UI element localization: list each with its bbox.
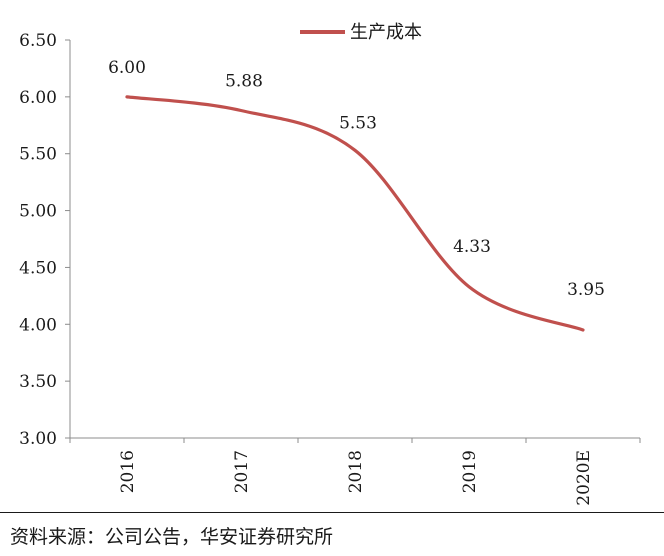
x-tick-label: 2020E [574, 450, 594, 506]
y-axis: 6.50 6.00 5.50 5.00 4.50 4.00 3.50 3.00 [19, 31, 71, 449]
y-tick-label: 5.50 [19, 145, 57, 165]
x-tick-label: 2019 [460, 450, 480, 493]
y-tick-label: 6.00 [19, 88, 57, 108]
x-tick-label: 2018 [346, 450, 366, 493]
x-axis: 2016 2017 2018 2019 2020E [69, 437, 641, 506]
x-tick-label: 2016 [118, 450, 138, 493]
y-tick-label: 4.00 [19, 315, 57, 335]
data-label: 5.53 [339, 113, 377, 133]
source-footer: 资料来源：公司公告，华安证券研究所 [0, 512, 664, 556]
y-tick-label: 3.00 [19, 429, 57, 449]
legend-label: 生产成本 [350, 22, 422, 43]
data-label: 5.88 [225, 72, 263, 92]
y-tick-label: 4.50 [19, 258, 57, 278]
data-label: 6.00 [108, 58, 146, 78]
data-label: 4.33 [453, 237, 491, 257]
x-tick-label: 2017 [232, 450, 252, 493]
legend: 生产成本 [300, 22, 422, 43]
y-tick-label: 3.50 [19, 372, 57, 392]
series-layer [125, 95, 585, 332]
data-label: 3.95 [567, 280, 605, 300]
series-line-production-cost [125, 95, 585, 332]
source-note: 资料来源：公司公告，华安证券研究所 [10, 526, 334, 548]
y-tick-label: 6.50 [19, 31, 57, 51]
data-labels: 6.00 5.88 5.53 4.33 3.95 [108, 58, 605, 300]
y-tick-label: 5.00 [19, 202, 57, 222]
line-chart: 6.506.005.505.004.504.003.503.00 2016 201… [19, 22, 641, 506]
